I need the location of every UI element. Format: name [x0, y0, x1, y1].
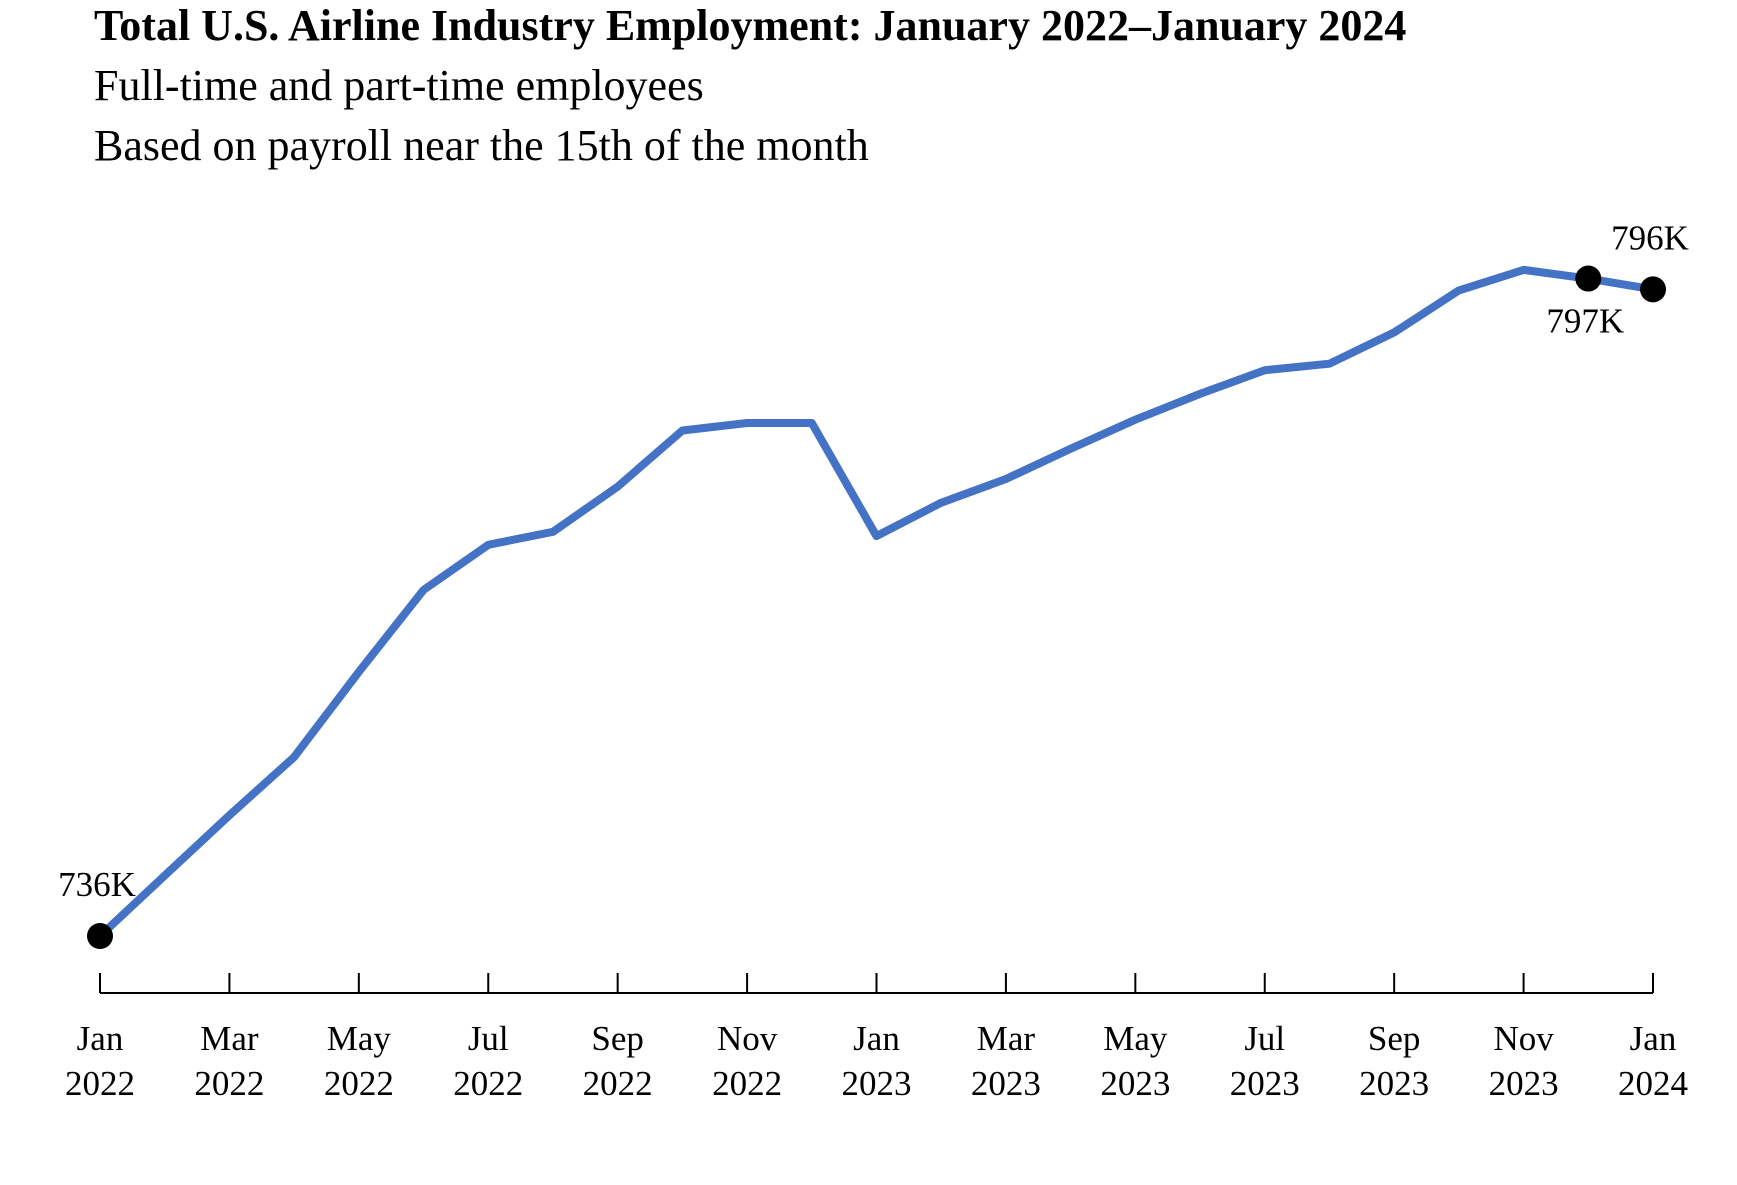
x-tick-label-month: Sep — [1368, 1019, 1421, 1058]
x-tick-label-month: May — [1103, 1019, 1168, 1058]
data-point-marker — [1575, 265, 1602, 292]
data-label: 797K — [1546, 302, 1624, 341]
data-label: 796K — [1611, 218, 1689, 257]
x-tick-label-year: 2022 — [453, 1064, 523, 1103]
chart-subtitle-employees: Full-time and part-time employees — [94, 61, 704, 110]
x-tick-label-year: 2022 — [194, 1064, 264, 1103]
chart-subtitle-payroll: Based on payroll near the 15th of the mo… — [94, 121, 869, 170]
x-tick-label-year: 2024 — [1618, 1064, 1688, 1103]
x-tick-label-year: 2023 — [842, 1064, 912, 1103]
data-point-marker — [87, 923, 113, 949]
x-tick-label-month: Jan — [853, 1019, 900, 1058]
x-tick-label-month: Nov — [1493, 1019, 1554, 1058]
x-tick-label-year: 2023 — [1359, 1064, 1429, 1103]
employment-series-line — [96, 265, 1657, 940]
x-tick-label-month: Mar — [977, 1019, 1036, 1058]
x-tick-label-month: Jul — [1244, 1019, 1285, 1058]
x-tick-label-month: Jul — [468, 1019, 509, 1058]
x-tick-label-year: 2023 — [1230, 1064, 1300, 1103]
x-tick-label-month: May — [327, 1019, 392, 1058]
data-point-marker — [1640, 276, 1666, 303]
x-tick-label-year: 2022 — [583, 1064, 653, 1103]
x-tick-label-month: Jan — [77, 1019, 124, 1058]
x-tick-label-month: Mar — [200, 1019, 259, 1058]
x-tick-label-year: 2022 — [65, 1064, 135, 1103]
x-tick-label-year: 2023 — [971, 1064, 1041, 1103]
x-tick-label-month: Jan — [1630, 1019, 1677, 1058]
chart-title: Total U.S. Airline Industry Employment: … — [94, 1, 1407, 50]
data-label: 736K — [58, 865, 136, 904]
x-tick-label-year: 2023 — [1489, 1064, 1559, 1103]
x-tick-label-year: 2022 — [324, 1064, 394, 1103]
x-tick-label-year: 2023 — [1100, 1064, 1170, 1103]
x-tick-label-month: Nov — [717, 1019, 778, 1058]
x-tick-label-year: 2022 — [712, 1064, 782, 1103]
x-tick-label-month: Sep — [591, 1019, 644, 1058]
